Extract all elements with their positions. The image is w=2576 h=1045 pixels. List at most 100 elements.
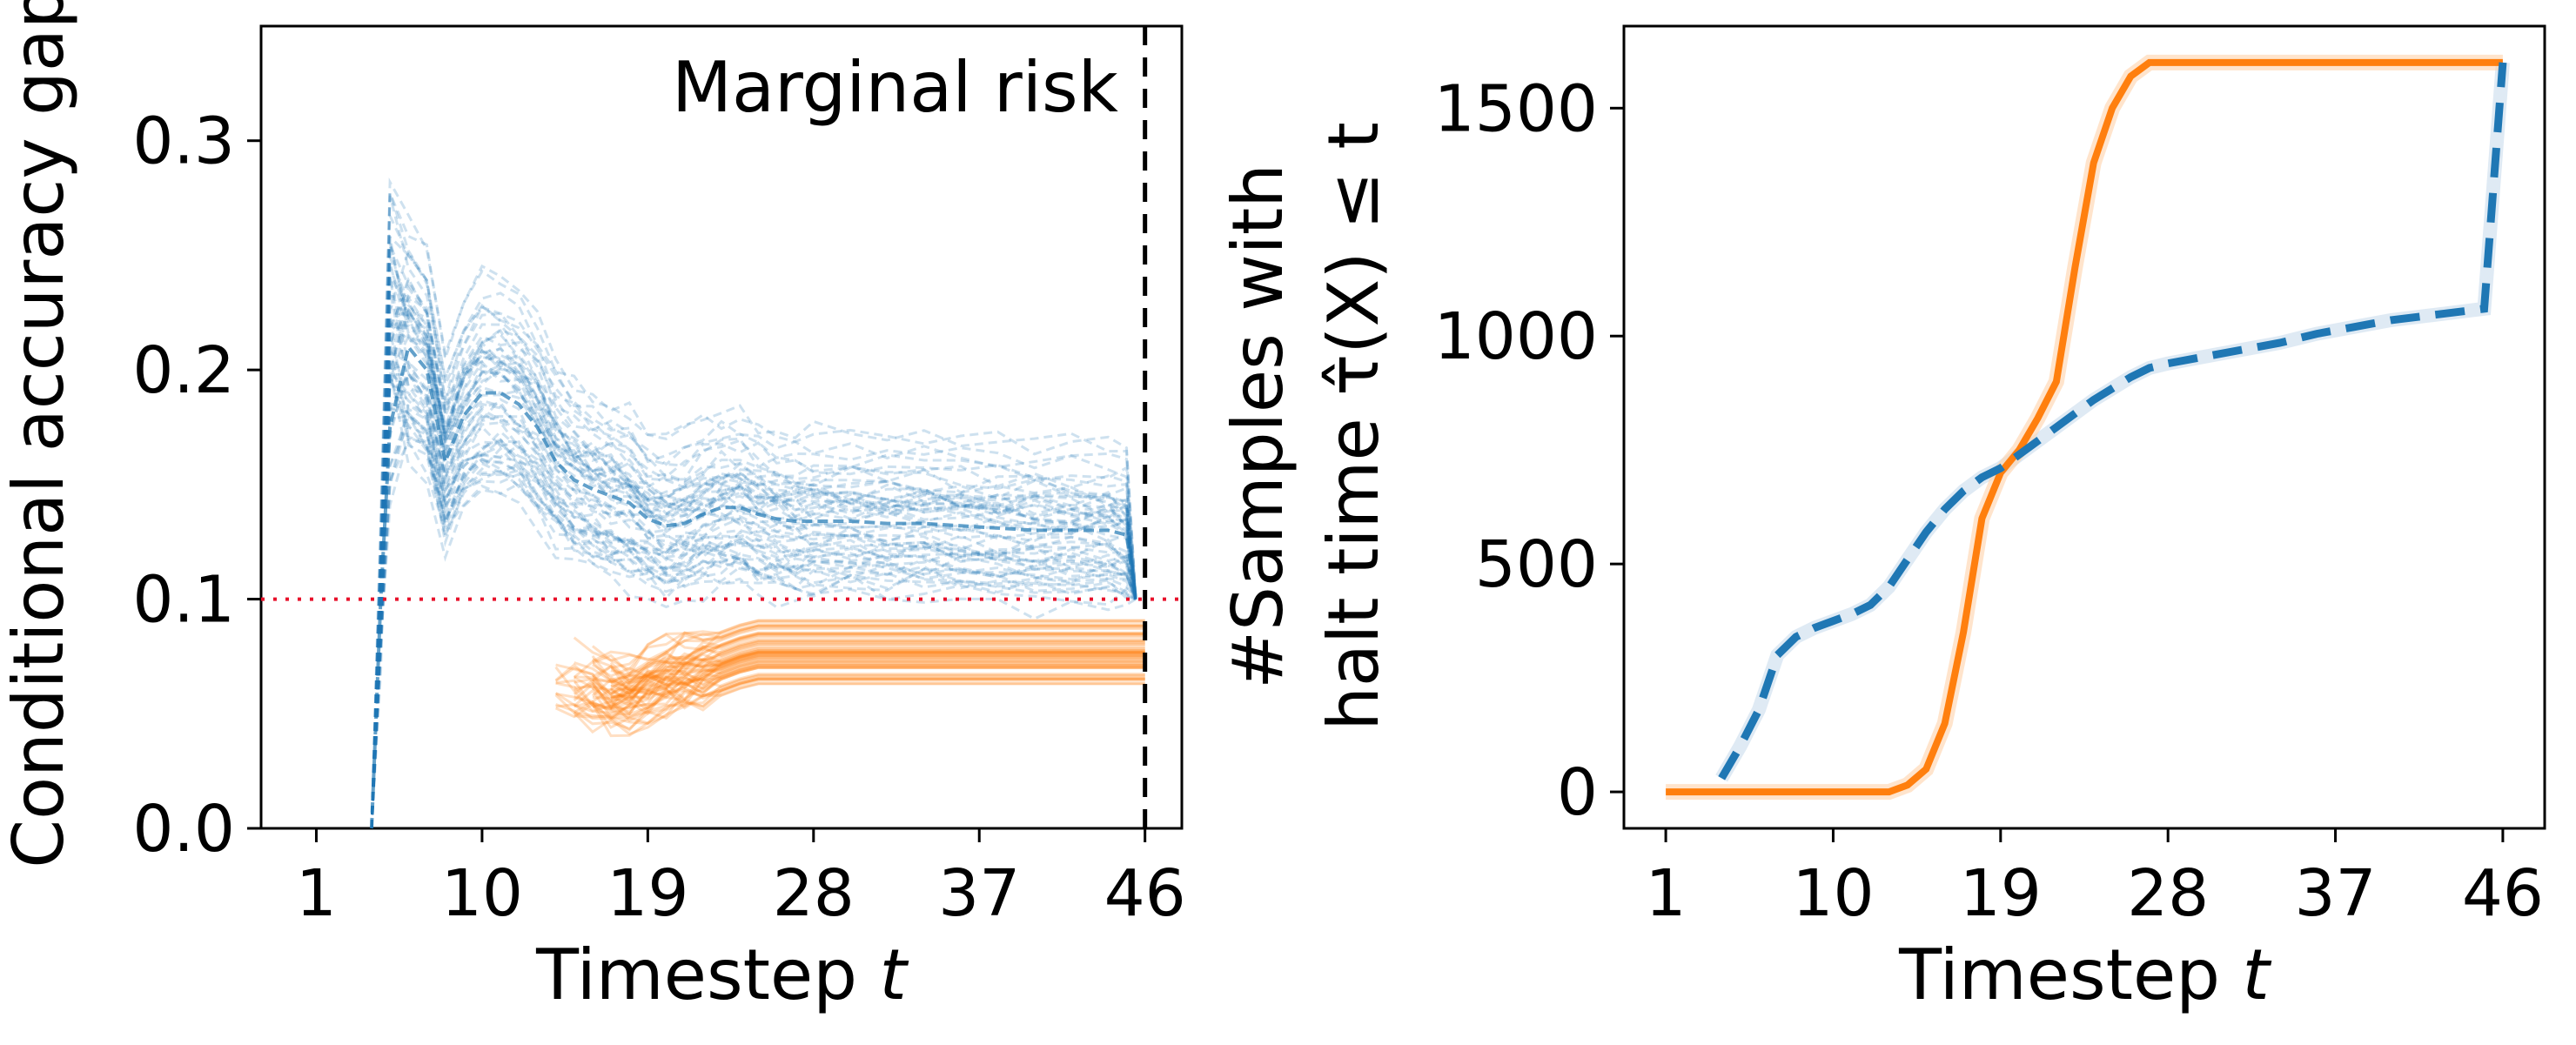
blue-run-line xyxy=(370,323,1137,829)
blue-mean-line xyxy=(370,343,1138,829)
orange-run-line xyxy=(574,666,1145,721)
blue-run-line xyxy=(370,195,1137,829)
orange-run-line xyxy=(574,640,1145,685)
orange-run-line xyxy=(610,649,1145,695)
blue-run-line xyxy=(370,236,1137,829)
left-chart: Marginal risk 1 10 19 28 37 46 0.0 0.1 0.2 0.3 Co… xyxy=(0,0,1186,1015)
right-y-tick-label: 0 xyxy=(1557,755,1598,830)
blue-run-line xyxy=(370,372,1137,829)
blue-run-line xyxy=(370,305,1137,829)
orange-run-line xyxy=(592,633,1145,686)
right-x-tick-label: 46 xyxy=(2462,856,2544,931)
blue-run-line xyxy=(370,402,1137,829)
orange-run-line xyxy=(554,667,1145,714)
orange-run-line xyxy=(610,646,1145,701)
blue-run-line xyxy=(370,192,1137,829)
orange-run-line xyxy=(610,663,1145,699)
orange-run-line xyxy=(610,653,1145,707)
blue-run-line xyxy=(370,233,1137,829)
blue-run-line xyxy=(370,294,1137,829)
blue-run-line xyxy=(370,275,1137,829)
blue-run-line xyxy=(370,381,1137,829)
left-x-tick-label: 10 xyxy=(441,856,523,931)
orange-count-line xyxy=(1666,58,2503,796)
blue-run-line xyxy=(370,322,1137,829)
left-x-tick-label: 19 xyxy=(607,856,688,931)
blue-run-line xyxy=(370,262,1137,829)
orange-run-line xyxy=(554,677,1145,726)
blue-run-line xyxy=(370,215,1137,829)
blue-run-line xyxy=(370,290,1137,829)
left-y-tick-label: 0.0 xyxy=(132,792,235,867)
right-x-axis-label: Timestep t xyxy=(1898,934,2271,1015)
left-x-axis-label-var: t xyxy=(879,934,909,1015)
right-x-axis-label-text: Timestep xyxy=(1898,934,2220,1015)
blue-halo-line xyxy=(1715,62,2510,782)
orange-run-line xyxy=(555,677,1145,731)
blue-run-line xyxy=(370,266,1137,829)
orange-run-line xyxy=(554,682,1145,738)
blue-run-line xyxy=(370,308,1137,829)
blue-run-line xyxy=(370,422,1137,829)
orange-run-line xyxy=(573,665,1145,720)
blue-run-line xyxy=(370,245,1137,829)
orange-run-line xyxy=(610,620,1145,677)
orange-run-line xyxy=(592,673,1145,722)
right-x-tick-label: 10 xyxy=(1792,856,1874,931)
orange-run-line xyxy=(591,638,1145,695)
orange-run-line xyxy=(554,651,1145,704)
right-chart: 1 10 19 28 37 46 0 500 1000 1500 #Samples with ha… xyxy=(1218,24,2546,1015)
orange-run-line xyxy=(573,652,1145,696)
blue-run-line xyxy=(370,307,1137,829)
orange-run-line xyxy=(555,677,1145,729)
blue-run-line xyxy=(370,360,1137,829)
right-x-axis-label-var: t xyxy=(2242,934,2271,1015)
left-x-axis-label-text: Timestep xyxy=(535,934,857,1015)
blue-run-line xyxy=(370,293,1137,829)
orange-run-line xyxy=(592,633,1145,684)
orange-run-line xyxy=(592,673,1145,716)
left-y-tick-label: 0.2 xyxy=(132,333,235,408)
blue-run-line xyxy=(370,315,1137,829)
left-x-tick-label: 1 xyxy=(296,856,337,931)
blue-run-line xyxy=(370,293,1137,829)
orange-run-line xyxy=(574,660,1145,710)
orange-run-line xyxy=(555,664,1145,720)
left-x-tick-label: 28 xyxy=(773,856,855,931)
orange-run-line xyxy=(592,631,1145,678)
orange-run-line xyxy=(610,658,1145,695)
right-y-tick-label: 1000 xyxy=(1434,299,1598,374)
orange-run-line xyxy=(610,640,1145,688)
blue-run-line xyxy=(370,245,1137,829)
blue-count-line xyxy=(1718,62,2507,780)
orange-run-line xyxy=(573,640,1145,689)
blue-run-line xyxy=(370,411,1137,829)
blue-run-line xyxy=(370,367,1137,829)
right-x-tick-label: 1 xyxy=(1646,856,1687,931)
left-y-tick-label: 0.3 xyxy=(132,104,235,179)
left-x-tick-label: 37 xyxy=(938,856,1020,931)
blue-run-line xyxy=(370,309,1137,829)
left-x-axis-label: Timestep t xyxy=(535,934,909,1015)
marginal-risk-annotation: Marginal risk xyxy=(672,47,1119,128)
orange-run-line xyxy=(555,678,1145,732)
blue-run-line xyxy=(370,272,1137,829)
orange-run-line xyxy=(573,656,1145,710)
orange-run-line xyxy=(592,666,1145,713)
orange-run-line xyxy=(610,653,1145,705)
blue-run-line xyxy=(370,435,1137,829)
left-y-axis-label: Conditional accuracy gap xyxy=(0,0,79,868)
blue-run-line xyxy=(370,332,1137,829)
blue-run-line xyxy=(370,276,1137,829)
blue-run-line xyxy=(370,350,1137,829)
blue-run-line xyxy=(370,375,1137,829)
orange-run-line xyxy=(610,635,1145,691)
left-x-tick-label: 46 xyxy=(1104,856,1186,931)
orange-run-line xyxy=(610,657,1145,710)
blue-run-line xyxy=(370,305,1137,829)
blue-run-line xyxy=(370,343,1137,829)
orange-run-line xyxy=(573,619,1145,672)
blue-run-line xyxy=(370,439,1137,829)
orange-run-line xyxy=(610,663,1145,716)
